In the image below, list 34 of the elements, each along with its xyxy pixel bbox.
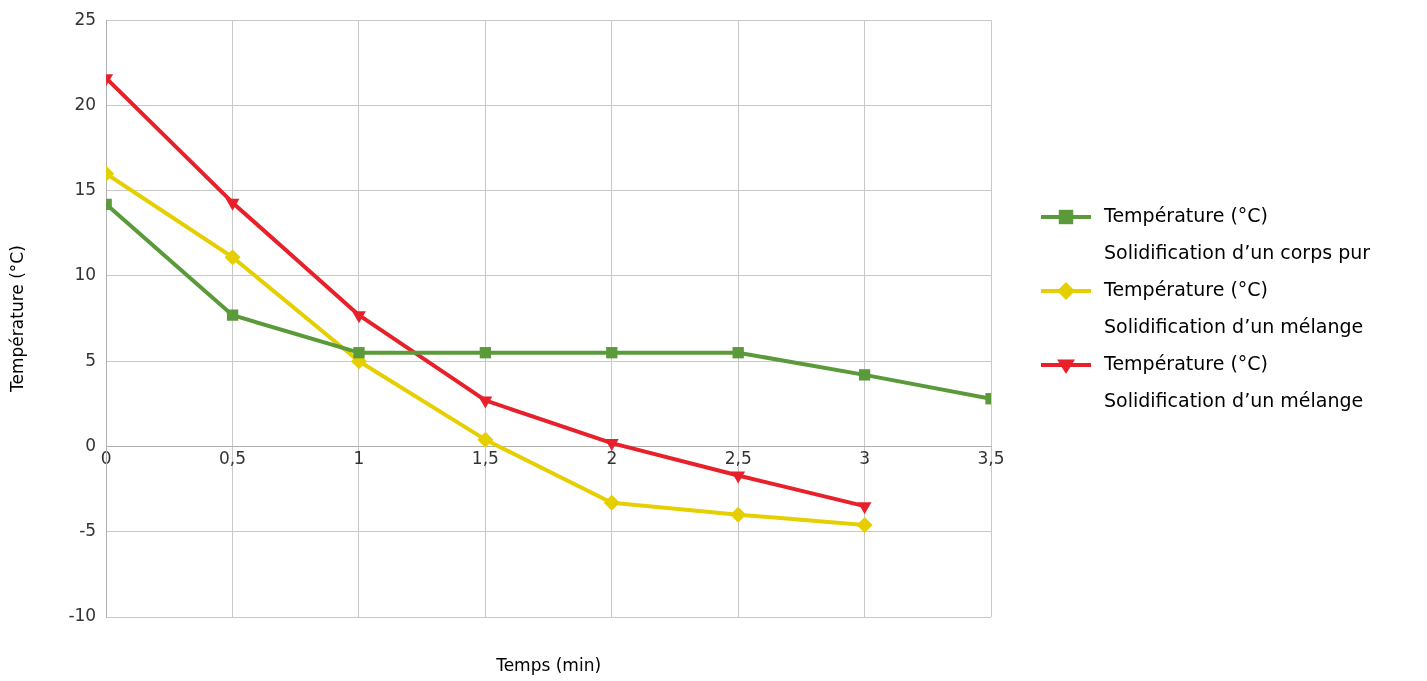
- y-tick-label: -5: [79, 520, 97, 541]
- point: [479, 347, 492, 359]
- y-tick-label: -10: [68, 605, 97, 626]
- x-tick-label: 3,5: [977, 448, 1005, 469]
- y-tick-label: 5: [85, 349, 97, 370]
- y-tick-label: 0: [85, 434, 97, 455]
- point: [353, 347, 365, 359]
- y-tick-label: 25: [74, 8, 97, 29]
- point: [225, 198, 240, 211]
- y-tick-label: 20: [74, 93, 97, 114]
- y-tick-label: 10: [74, 264, 97, 285]
- point: [606, 347, 618, 359]
- x-tick-label: 1: [353, 448, 365, 469]
- x-tick-label: 1,5: [471, 448, 499, 469]
- point: [224, 249, 241, 266]
- point: [732, 347, 744, 359]
- x-tick-label: 3: [859, 448, 871, 469]
- point: [226, 309, 239, 321]
- legend-label: Température (°C) Solidification d’un mélange: [1103, 277, 1364, 337]
- x-axis-title: Temps (min): [495, 655, 602, 676]
- point: [730, 506, 747, 523]
- point: [603, 494, 620, 511]
- point: [477, 431, 494, 448]
- x-tick-label: 2,5: [724, 448, 752, 469]
- point: [352, 311, 366, 324]
- point: [478, 396, 493, 409]
- legend-label: Température (°C) Solidification d’un mélange: [1103, 351, 1364, 411]
- point: [858, 369, 871, 381]
- legend-label: Température (°C) Solidification d’un corps pur: [1103, 203, 1371, 263]
- y-tick-label: 15: [74, 179, 97, 200]
- point: [856, 516, 873, 533]
- x-tick-label: 0,5: [219, 448, 247, 469]
- y-axis-title: Température (°C): [6, 245, 27, 393]
- x-tick-label: 2: [606, 448, 618, 469]
